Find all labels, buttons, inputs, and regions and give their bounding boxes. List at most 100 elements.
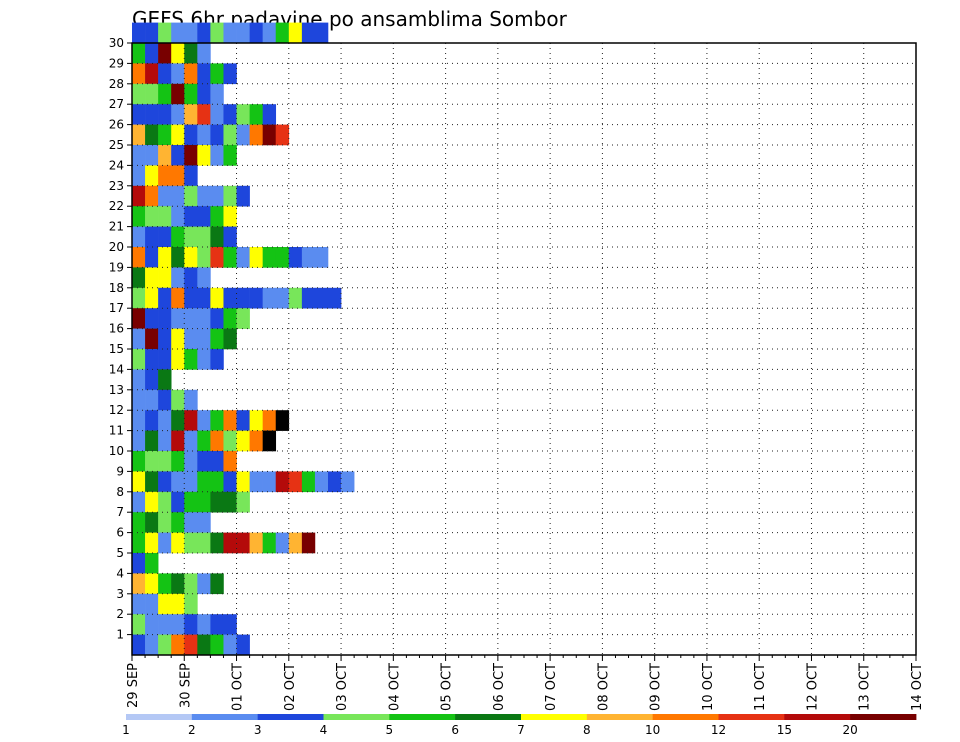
heatmap-cell xyxy=(301,471,316,493)
heatmap-cell xyxy=(275,532,290,554)
heatmap-cell xyxy=(184,451,198,472)
heatmap-cell xyxy=(184,573,198,595)
heatmap-cell xyxy=(197,124,211,146)
heatmap-cell xyxy=(145,287,159,309)
cells-layer xyxy=(132,22,355,656)
x-axis: 29 SEP 30 SEP 01 OCT 02 OCT 03 OCT 04 OCT 05 O… xyxy=(126,655,925,711)
y-tick-label: 7 xyxy=(116,505,124,519)
colorbar-swatch xyxy=(126,714,193,720)
heatmap-cell xyxy=(275,22,290,44)
heatmap-cell xyxy=(197,512,211,533)
heatmap-cell xyxy=(288,22,303,44)
x-tick-label: 11 OCT xyxy=(753,663,768,711)
x-tick-label: 03 OCT xyxy=(335,663,350,711)
x-tick-label: 14 OCT xyxy=(910,663,925,711)
heatmap-cell xyxy=(171,287,185,309)
colorbar-swatch xyxy=(323,714,390,720)
heatmap-cell xyxy=(145,185,159,207)
heatmap-cell xyxy=(328,471,342,493)
heatmap-cell xyxy=(171,165,185,187)
colorbar-swatch xyxy=(718,714,785,720)
y-tick-label: 15 xyxy=(109,342,124,356)
heatmap-cell xyxy=(249,104,263,125)
heatmap-cell xyxy=(171,83,185,105)
heatmap-cell xyxy=(262,430,277,452)
x-tick-label: 30 SEP xyxy=(178,663,193,708)
heatmap-cell xyxy=(197,634,211,656)
heatmap-cell xyxy=(184,206,198,227)
heatmap-cell xyxy=(132,308,146,329)
heatmap-cell xyxy=(223,185,237,207)
heatmap-cell xyxy=(223,614,237,635)
y-tick-label: 29 xyxy=(109,56,124,70)
heatmap-cell xyxy=(275,410,290,431)
heatmap-cell xyxy=(249,124,263,146)
heatmap-cell xyxy=(197,308,211,329)
colorbar-label: 10 xyxy=(645,723,660,737)
heatmap-cell xyxy=(132,185,146,207)
heatmap-cell xyxy=(301,247,316,268)
colorbar-label: 5 xyxy=(386,723,394,737)
colorbar-swatch xyxy=(521,714,588,720)
heatmap-cell xyxy=(132,104,146,125)
heatmap-cell xyxy=(171,634,185,656)
heatmap-cell xyxy=(145,389,159,411)
y-tick-label: 11 xyxy=(109,424,124,438)
heatmap-cell xyxy=(210,124,224,146)
heatmap-cell xyxy=(132,349,146,370)
heatmap-cell xyxy=(210,206,224,227)
heatmap-cell xyxy=(171,614,185,635)
heatmap-cell xyxy=(132,389,146,411)
heatmap-cell xyxy=(341,471,355,493)
y-axis: 1234567891011121314151617181920212223242… xyxy=(109,36,132,642)
heatmap-cell xyxy=(158,328,172,350)
heatmap-cell xyxy=(301,22,316,44)
heatmap-cell xyxy=(171,491,185,513)
heatmap-cell xyxy=(275,124,290,146)
heatmap-cell xyxy=(236,634,250,656)
heatmap-cell xyxy=(171,124,185,146)
heatmap-cell xyxy=(184,104,198,125)
heatmap-cell xyxy=(158,573,172,595)
heatmap-cell xyxy=(171,145,185,166)
heatmap-cell xyxy=(158,22,172,44)
heatmap-cell xyxy=(197,247,211,268)
heatmap-cell xyxy=(145,471,159,493)
heatmap-cell xyxy=(171,573,185,595)
heatmap-cell xyxy=(158,349,172,370)
heatmap-cell xyxy=(236,247,250,268)
heatmap-cell xyxy=(184,471,198,493)
heatmap-cell xyxy=(236,410,250,431)
heatmap-cell xyxy=(158,593,172,615)
heatmap-cell xyxy=(210,83,224,105)
x-tick-label: 02 OCT xyxy=(283,663,298,711)
heatmap-cell xyxy=(197,471,211,493)
heatmap-cell xyxy=(132,430,146,452)
heatmap-cell xyxy=(158,451,172,472)
heatmap-cell xyxy=(210,226,224,248)
heatmap-cell xyxy=(275,471,290,493)
y-tick-label: 28 xyxy=(109,77,124,91)
heatmap-cell xyxy=(145,410,159,431)
heatmap-cell xyxy=(171,308,185,329)
heatmap-cell xyxy=(210,328,224,350)
heatmap-cell xyxy=(145,430,159,452)
heatmap-cell xyxy=(132,226,146,248)
heatmap-cell xyxy=(236,471,250,493)
x-tick-label: 06 OCT xyxy=(492,663,507,711)
y-tick-label: 1 xyxy=(116,628,124,642)
heatmap-cell xyxy=(197,104,211,125)
heatmap-cell xyxy=(223,532,237,554)
colorbar-label: 6 xyxy=(451,723,459,737)
y-tick-label: 6 xyxy=(116,526,124,540)
heatmap-cell xyxy=(210,430,224,452)
heatmap-cell xyxy=(210,573,224,595)
heatmap-cell xyxy=(132,83,146,105)
heatmap-cell xyxy=(184,185,198,207)
heatmap-cell xyxy=(262,287,277,309)
heatmap-cell xyxy=(132,532,146,554)
heatmap-cell xyxy=(132,124,146,146)
heatmap-cell xyxy=(171,63,185,85)
colorbar-label: 1 xyxy=(122,723,130,737)
y-tick-label: 23 xyxy=(109,179,124,193)
